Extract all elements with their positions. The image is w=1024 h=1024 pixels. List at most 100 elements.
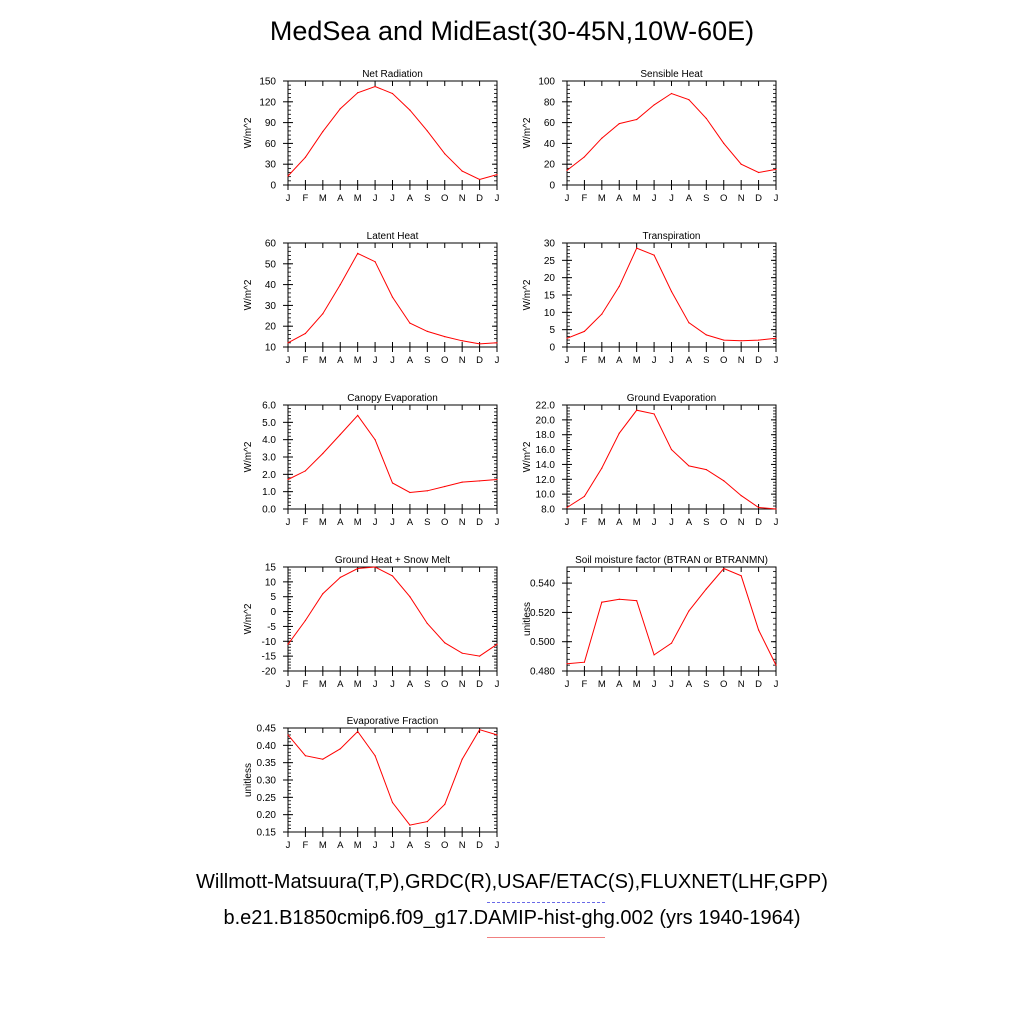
data-point bbox=[496, 174, 498, 176]
x-tick-label: N bbox=[459, 193, 466, 204]
x-tick-label: A bbox=[407, 840, 414, 851]
y-tick-label: 100 bbox=[538, 77, 555, 88]
x-tick-label: S bbox=[703, 355, 709, 366]
data-point bbox=[670, 642, 673, 644]
x-tick-label: J bbox=[652, 355, 657, 366]
data-point bbox=[374, 566, 376, 568]
x-tick-label: N bbox=[459, 517, 466, 528]
data-point bbox=[757, 339, 760, 341]
data-point bbox=[723, 480, 725, 482]
data-point bbox=[461, 758, 463, 760]
y-tick-label: 30 bbox=[544, 239, 556, 250]
x-tick-label: M bbox=[598, 679, 606, 690]
data-point bbox=[566, 169, 568, 172]
data-point bbox=[374, 439, 376, 441]
data-point bbox=[670, 448, 673, 451]
y-tick-label: 0.20 bbox=[257, 810, 277, 821]
x-tick-label: M bbox=[598, 517, 606, 528]
x-tick-label: A bbox=[337, 679, 344, 690]
x-tick-label: J bbox=[373, 517, 378, 528]
panel-title: Net Radiation bbox=[362, 69, 423, 80]
x-tick-label: D bbox=[755, 193, 762, 204]
y-tick-label: 40 bbox=[544, 139, 556, 150]
x-tick-label: D bbox=[476, 193, 483, 204]
x-tick-label: A bbox=[407, 193, 414, 204]
y-tick-label: 20 bbox=[544, 160, 556, 171]
y-tick-label: 30 bbox=[265, 301, 277, 312]
y-tick-label: 4.0 bbox=[262, 435, 276, 446]
data-point bbox=[688, 610, 690, 612]
x-tick-label: S bbox=[703, 193, 709, 204]
x-tick-label: O bbox=[441, 355, 448, 366]
x-tick-label: M bbox=[633, 517, 641, 528]
plot-frame bbox=[287, 566, 498, 672]
data-point bbox=[287, 734, 289, 736]
data-point bbox=[478, 729, 481, 731]
x-tick-label: J bbox=[373, 840, 378, 851]
x-tick-label: M bbox=[633, 679, 641, 690]
y-tick-label: -15 bbox=[262, 652, 277, 663]
data-point bbox=[705, 469, 707, 471]
model-legend-line bbox=[487, 937, 605, 938]
plot-frame bbox=[287, 80, 498, 186]
x-tick-label: F bbox=[303, 679, 309, 690]
data-point bbox=[705, 588, 707, 590]
data-point bbox=[391, 296, 394, 298]
data-point bbox=[304, 332, 307, 335]
data-point bbox=[391, 482, 394, 484]
x-tick-label: O bbox=[720, 517, 727, 528]
data-point bbox=[636, 247, 638, 249]
x-tick-label: F bbox=[582, 679, 588, 690]
x-tick-label: S bbox=[424, 517, 430, 528]
y-tick-label: 0 bbox=[270, 607, 276, 618]
data-point bbox=[391, 801, 394, 804]
data-point bbox=[618, 432, 620, 434]
x-tick-label: D bbox=[755, 679, 762, 690]
x-tick-label: M bbox=[319, 517, 327, 528]
x-tick-label: A bbox=[686, 193, 693, 204]
data-point bbox=[670, 290, 673, 293]
x-tick-label: A bbox=[337, 193, 344, 204]
y-tick-label: 60 bbox=[544, 118, 556, 129]
x-tick-label: J bbox=[774, 679, 779, 690]
data-point bbox=[723, 339, 725, 341]
plot-frame bbox=[566, 80, 777, 186]
data-point bbox=[339, 576, 341, 579]
data-point bbox=[461, 170, 463, 172]
x-tick-label: F bbox=[303, 517, 309, 528]
x-tick-label: J bbox=[774, 193, 779, 204]
data-point bbox=[304, 470, 307, 472]
panel-title: Evaporative Fraction bbox=[347, 716, 439, 727]
data-point bbox=[653, 104, 655, 106]
x-tick-label: J bbox=[286, 840, 291, 851]
series-line bbox=[566, 92, 777, 174]
data-point bbox=[444, 485, 446, 488]
x-tick-label: N bbox=[738, 355, 745, 366]
x-tick-label: J bbox=[390, 355, 395, 366]
series-line bbox=[287, 414, 498, 494]
data-point bbox=[374, 261, 376, 263]
x-tick-label: J bbox=[390, 193, 395, 204]
plot-frame bbox=[566, 404, 777, 510]
figure-title: MedSea and MidEast(30-45N,10W-60E) bbox=[269, 16, 755, 46]
x-tick-label: J bbox=[669, 355, 674, 366]
x-tick-label: F bbox=[303, 840, 309, 851]
data-point bbox=[496, 643, 498, 645]
x-tick-label: S bbox=[703, 517, 709, 528]
y-tick-label: 80 bbox=[544, 97, 556, 108]
obs-legend-line bbox=[487, 902, 605, 903]
data-point bbox=[322, 313, 324, 315]
x-tick-label: A bbox=[337, 517, 344, 528]
data-point bbox=[757, 171, 760, 174]
data-point bbox=[339, 748, 341, 750]
x-tick-label: F bbox=[303, 355, 309, 366]
data-point bbox=[688, 99, 690, 101]
x-tick-label: A bbox=[686, 355, 693, 366]
y-tick-label: 120 bbox=[259, 97, 276, 108]
y-axis-label: W/m^2 bbox=[243, 279, 254, 310]
data-point bbox=[496, 478, 498, 481]
data-point bbox=[705, 117, 707, 120]
